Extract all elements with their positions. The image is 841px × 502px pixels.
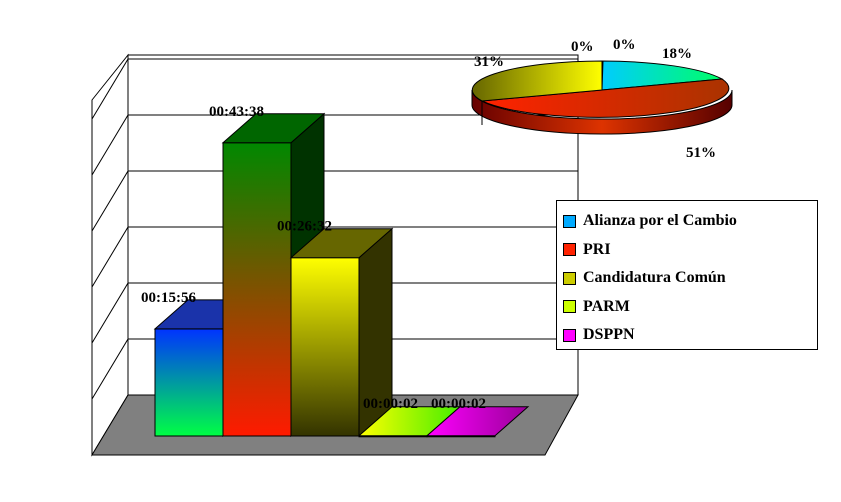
pie-chart (471, 60, 733, 135)
left-wall (91, 53, 129, 457)
gridline-side (91, 282, 129, 344)
bar-label-parm: 00:00:02 (363, 396, 418, 412)
legend-label: DSPPN (583, 326, 635, 344)
pie-slice-dsppn (601, 60, 604, 91)
pie-label-candidatura: 31% (474, 54, 504, 70)
bar-data-labels: 00:15:56 00:43:38 00:26:32 00:00:02 00:00:02 (141, 104, 486, 412)
legend-item-alianza: Alianza por el Cambio (557, 207, 817, 236)
gridline-side (91, 114, 129, 176)
pie-label-alianza: 18% (662, 46, 692, 62)
pie-label-pri: 51% (686, 145, 716, 161)
pie-data-labels: 18% 51% 31% 0% 0% (474, 37, 716, 161)
pie-slice-alianza (601, 60, 724, 91)
bar-label-alianza: 00:15:56 (141, 290, 196, 306)
legend-label: PRI (583, 240, 611, 258)
pie-side (471, 89, 733, 135)
bar-label-dsppn: 00:00:02 (431, 396, 486, 412)
legend-label: PARM (583, 297, 630, 315)
bar-label-candidatura: 00:26:32 (277, 219, 332, 235)
gridline-side (91, 170, 129, 232)
legend-item-candidatura: Candidatura Común (557, 264, 817, 293)
legend-label: Candidatura Común (583, 269, 726, 287)
legend-swatch (563, 243, 576, 257)
bar-top-pri (221, 113, 326, 144)
legend-swatch (563, 214, 576, 228)
chart-legend: Alianza por el Cambio PRI Candidatura Co… (556, 200, 818, 350)
pie-slice-candidatura (471, 60, 603, 102)
gridline-side (91, 58, 129, 120)
legend-label: Alianza por el Cambio (583, 212, 737, 230)
gridline-side (91, 338, 129, 400)
bar-top-dsppn (425, 406, 530, 437)
bar-front-candidatura (290, 257, 360, 437)
pie-label-dsppn: 0% (613, 37, 636, 53)
bar-front-pri (222, 142, 292, 437)
legend-item-parm: PARM (557, 293, 817, 322)
legend-swatch (563, 300, 576, 314)
bar-series (153, 112, 530, 438)
legend-item-dsppn: DSPPN (557, 321, 817, 350)
legend-item-pri: PRI (557, 236, 817, 265)
bar-dsppn (425, 406, 530, 438)
legend-swatch (563, 271, 576, 285)
legend-swatch (563, 328, 576, 342)
gridline-side (91, 226, 129, 288)
bar-front-alianza (154, 328, 224, 437)
bar-label-pri: 00:43:38 (209, 104, 264, 120)
bar-candidatura (289, 227, 394, 438)
bar-top-candidatura (289, 228, 394, 259)
pie-slice-pri (480, 78, 730, 118)
pie-label-parm: 0% (571, 39, 594, 55)
